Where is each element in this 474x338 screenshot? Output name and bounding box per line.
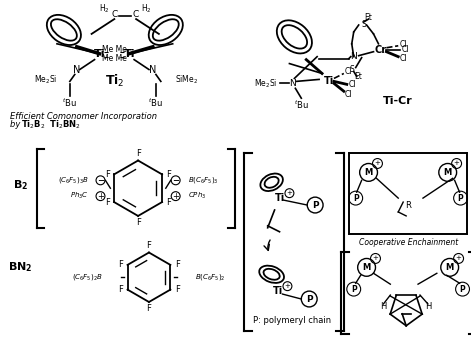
Text: +: +: [286, 190, 292, 196]
Text: M: M: [363, 263, 371, 272]
Text: +: +: [172, 192, 179, 201]
Text: $^t$Bu: $^t$Bu: [62, 97, 77, 110]
Text: P: P: [353, 194, 359, 202]
Text: −: −: [97, 176, 104, 185]
Text: $^t$Bu: $^t$Bu: [294, 99, 309, 111]
Text: $(C_6F_5)_3B$: $(C_6F_5)_3B$: [58, 175, 89, 185]
Text: N: N: [73, 65, 81, 74]
Text: P: P: [312, 200, 319, 210]
Text: R: R: [405, 200, 411, 210]
Text: M: M: [365, 168, 373, 177]
Text: +: +: [454, 161, 460, 167]
Text: H$_2$: H$_2$: [141, 3, 151, 16]
Text: Cr: Cr: [374, 45, 386, 55]
Text: P: polymeryl chain: P: polymeryl chain: [253, 316, 331, 325]
Text: Et: Et: [365, 13, 373, 22]
Text: S: S: [349, 65, 354, 74]
Text: F: F: [146, 305, 151, 313]
Text: Me Me: Me Me: [102, 45, 127, 54]
Text: Ti-Cr: Ti-Cr: [383, 96, 413, 106]
Text: Efficient Comonomer Incorporation: Efficient Comonomer Incorporation: [10, 112, 157, 121]
Text: Me$_2$Si: Me$_2$Si: [254, 77, 278, 90]
Text: F: F: [118, 285, 123, 294]
Text: F: F: [166, 198, 172, 207]
Text: by: by: [10, 120, 24, 129]
Text: Ti: Ti: [274, 193, 285, 203]
Text: Cl: Cl: [401, 45, 409, 54]
Text: N: N: [289, 79, 296, 88]
Text: Ti: Ti: [123, 49, 135, 59]
Text: Cl: Cl: [400, 40, 407, 49]
Text: Cl: Cl: [345, 67, 353, 76]
Text: F: F: [146, 241, 151, 250]
Text: H$_2$: H$_2$: [99, 3, 110, 16]
Text: +: +: [97, 192, 104, 201]
Text: $CPh_3$: $CPh_3$: [188, 191, 206, 201]
Text: +: +: [374, 161, 381, 167]
Text: Me Me: Me Me: [102, 54, 127, 63]
Text: P: P: [458, 194, 464, 202]
Text: Cl: Cl: [400, 54, 407, 63]
Text: Cl: Cl: [345, 90, 353, 99]
Text: +: +: [284, 283, 291, 289]
Text: $B(C_6F_5)_3$: $B(C_6F_5)_3$: [188, 175, 218, 185]
Text: $Ph_3C$: $Ph_3C$: [70, 191, 89, 201]
Bar: [349, 153, 467, 234]
Text: F: F: [118, 260, 123, 269]
Text: Ti$_2$B$_2$: Ti$_2$B$_2$: [21, 119, 46, 131]
Text: $(C_6F_5)_2B$: $(C_6F_5)_2B$: [72, 272, 102, 282]
Text: Ti$_2$BN$_2$: Ti$_2$BN$_2$: [44, 119, 81, 131]
Text: Me$_2$Si: Me$_2$Si: [34, 73, 57, 86]
Text: H: H: [425, 303, 431, 311]
Text: F: F: [105, 170, 109, 179]
Text: Et: Et: [355, 72, 363, 81]
Text: Cl: Cl: [349, 80, 356, 89]
Text: C: C: [133, 9, 139, 19]
Text: N: N: [350, 52, 357, 61]
Text: F: F: [175, 285, 180, 294]
Text: Ti: Ti: [324, 76, 334, 87]
Text: S: S: [361, 20, 366, 28]
Text: Cooperative Enchainment: Cooperative Enchainment: [358, 238, 458, 247]
Text: F: F: [175, 260, 180, 269]
Text: Ti$_2$: Ti$_2$: [105, 73, 124, 90]
Text: $^t$Bu: $^t$Bu: [148, 97, 164, 110]
Text: Ti: Ti: [273, 286, 283, 296]
Text: +: +: [373, 256, 378, 262]
Text: P: P: [306, 294, 312, 304]
Text: F: F: [136, 218, 140, 227]
Text: P: P: [460, 285, 465, 294]
Text: M: M: [446, 263, 454, 272]
Text: +: +: [456, 256, 462, 262]
Text: Ti: Ti: [94, 49, 105, 59]
Text: $\mathbf{B_2}$: $\mathbf{B_2}$: [13, 178, 28, 192]
Text: $B(C_6F_5)_2$: $B(C_6F_5)_2$: [195, 272, 226, 282]
Text: H: H: [380, 303, 387, 311]
Text: M: M: [444, 168, 452, 177]
Text: F: F: [136, 149, 140, 158]
Text: SiMe$_2$: SiMe$_2$: [175, 73, 198, 86]
Text: N: N: [149, 65, 156, 74]
Text: −: −: [172, 176, 179, 185]
Text: F: F: [105, 198, 109, 207]
Text: P: P: [351, 285, 356, 294]
Text: $\mathbf{BN_2}$: $\mathbf{BN_2}$: [8, 261, 33, 274]
Text: F: F: [166, 170, 172, 179]
Text: C: C: [111, 9, 118, 19]
